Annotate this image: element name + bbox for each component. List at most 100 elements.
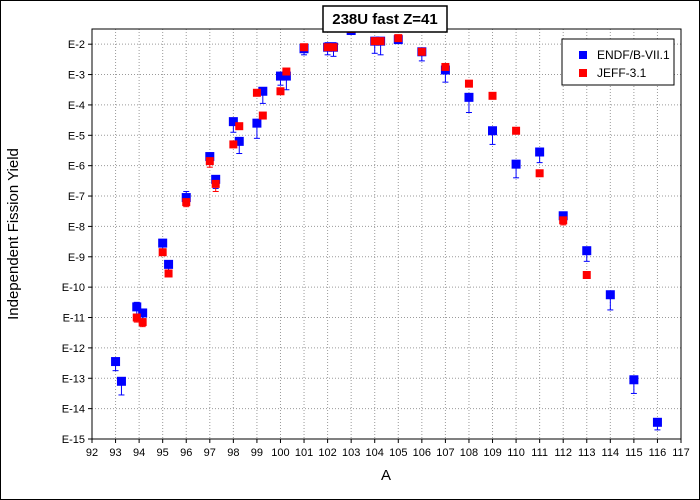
data-point-jeff [376, 37, 385, 46]
data-point-jeff [417, 47, 426, 56]
x-tick-label: 95 [157, 447, 169, 459]
data-point-endf [111, 357, 121, 367]
grid-layer [92, 29, 681, 439]
data-point-jeff [205, 157, 214, 166]
y-tick-label: E-10 [62, 282, 85, 294]
x-tick-label: 116 [649, 447, 667, 459]
data-point-endf [211, 174, 221, 184]
x-tick-label: 117 [672, 447, 690, 459]
data-point-jeff [464, 79, 473, 88]
data-point-endf [205, 152, 215, 162]
data-point-jeff [138, 318, 147, 327]
chart-title-box: 238U fast Z=41 [322, 5, 448, 33]
x-tick-label: 111 [531, 447, 548, 459]
legend-swatch-jeff [579, 69, 587, 77]
data-point-jeff [252, 88, 261, 97]
data-point-jeff [559, 216, 568, 225]
y-tick-label: E-9 [68, 252, 85, 264]
x-tick-label: 93 [109, 447, 121, 459]
data-point-jeff [164, 269, 173, 278]
data-point-endf [275, 71, 285, 81]
legend-label-endf: ENDF/B-VII.1 [597, 48, 670, 62]
data-point-endf [281, 71, 291, 81]
x-tick-label: 108 [460, 447, 478, 459]
x-tick-label: 102 [318, 447, 336, 459]
x-tick-label: 105 [389, 447, 407, 459]
data-point-jeff [229, 140, 238, 149]
data-point-jeff [323, 43, 332, 52]
data-point-jeff [258, 111, 267, 120]
y-tick-label: E-11 [63, 313, 85, 325]
data-point-endf [652, 417, 662, 427]
y-tick-label: E-5 [68, 130, 85, 142]
y-axis-title: Independent Fission Yield [5, 148, 22, 320]
data-point-jeff [158, 248, 167, 257]
x-tick-label: 104 [366, 447, 384, 459]
data-point-endf [158, 238, 168, 248]
x-tick-label: 97 [204, 447, 216, 459]
data-point-jeff [182, 198, 191, 207]
data-point-jeff [300, 43, 309, 52]
data-point-endf [629, 375, 639, 385]
y-tick-label: E-7 [68, 191, 85, 203]
x-tick-label: 106 [413, 447, 431, 459]
data-point-jeff [211, 179, 220, 188]
y-tick-label: E-3 [68, 70, 85, 82]
data-point-endf [258, 86, 268, 96]
data-point-endf [181, 193, 191, 203]
data-point-jeff [394, 34, 403, 43]
legend-label-jeff: JEFF-3.1 [597, 66, 647, 80]
x-tick-label: 99 [251, 447, 263, 459]
x-tick-label: 100 [271, 447, 289, 459]
legend-box [561, 38, 675, 86]
data-point-jeff [329, 43, 338, 52]
legend-swatch-endf [579, 51, 587, 59]
x-tick-label: 94 [133, 447, 145, 459]
legend: ENDF/B-VII.1 JEFF-3.1 [561, 38, 675, 86]
data-point-jeff [441, 62, 450, 71]
data-point-endf [228, 117, 238, 127]
x-tick-label: 92 [86, 447, 98, 459]
x-tick-label: 110 [507, 447, 525, 459]
data-point-endf [252, 118, 262, 128]
y-tick-label: E-14 [62, 404, 85, 416]
data-point-endf [511, 159, 521, 169]
data-point-endf [464, 92, 474, 102]
y-axis-ticks: E-2 E-3 E-4 E-5 E-6 E-7 E-8 E-9 E-10 E-11 E-12 E-13… [62, 39, 92, 446]
data-point-endf [132, 302, 142, 312]
chart-title: 238U fast Z=41 [332, 11, 437, 28]
data-point-jeff [488, 91, 497, 100]
plot-area-border [91, 28, 682, 440]
chart-title-frame [322, 5, 448, 33]
data-point-endf [116, 376, 126, 386]
error-bars-layer [112, 26, 661, 431]
y-tick-label: E-13 [62, 373, 85, 385]
x-tick-label: 96 [180, 447, 192, 459]
data-point-jeff [282, 67, 291, 76]
data-point-endf [164, 259, 174, 269]
y-tick-label: E-12 [62, 343, 85, 355]
x-tick-label: 101 [295, 447, 313, 459]
data-point-endf [234, 136, 244, 146]
data-point-jeff [582, 271, 591, 279]
data-point-jeff [276, 87, 285, 96]
data-point-endf [558, 211, 568, 221]
data-point-jeff [132, 313, 141, 322]
x-tick-label: 98 [227, 447, 239, 459]
y-tick-label: E-6 [68, 161, 85, 173]
x-tick-label: 112 [554, 447, 572, 459]
data-point-endf [535, 147, 545, 157]
data-point-jeff [370, 37, 379, 46]
y-tick-label: E-2 [68, 39, 85, 51]
y-tick-label: E-15 [62, 434, 85, 446]
y-tick-label: E-8 [68, 221, 85, 233]
x-tick-label: 113 [578, 447, 596, 459]
data-point-endf [605, 290, 615, 300]
data-point-jeff [512, 126, 521, 135]
x-tick-label: 115 [625, 447, 643, 459]
x-axis-title: A [381, 467, 391, 484]
x-tick-label: 109 [483, 447, 501, 459]
x-tick-label: 114 [602, 447, 620, 459]
